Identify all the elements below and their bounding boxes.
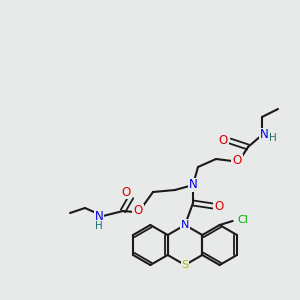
Text: N: N [181, 220, 189, 230]
Text: H: H [95, 221, 103, 231]
Text: N: N [94, 209, 103, 223]
Text: N: N [189, 178, 197, 191]
Text: O: O [134, 205, 142, 218]
Text: N: N [260, 128, 268, 142]
Text: S: S [182, 260, 189, 270]
Text: O: O [218, 134, 228, 146]
Text: H: H [269, 133, 277, 143]
Text: O: O [232, 154, 242, 167]
Text: Cl: Cl [237, 215, 248, 225]
Text: O: O [214, 200, 224, 212]
Text: O: O [122, 185, 130, 199]
